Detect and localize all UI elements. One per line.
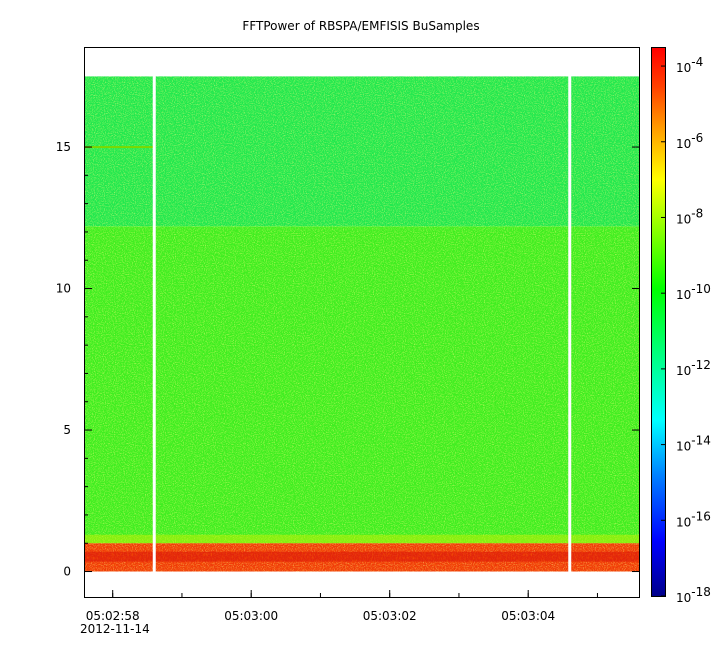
empty-region-bottom <box>85 571 639 597</box>
spectrogram-image <box>85 48 639 597</box>
low-band-texture <box>85 543 639 572</box>
x-tick-label: 05:02:58 <box>86 609 140 623</box>
plot-frame <box>84 47 640 598</box>
colorbar-tick-label: 10-4 <box>676 55 703 75</box>
chart-title: FFTPower of RBSPA/EMFISIS BuSamples <box>242 19 479 33</box>
x-axis: 05:02:58 05:03:00 05:03:02 05:03:04 <box>86 590 598 623</box>
colorbar-frame <box>651 47 666 597</box>
colorbar: 10-18 10-16 10-14 10-12 10-10 10-8 10-6 10-4 <box>651 47 711 605</box>
colorbar-tick-label: 10-16 <box>676 509 711 529</box>
data-gap-0 <box>152 49 156 572</box>
transition-band <box>85 534 639 544</box>
colorbar-tick-label: 10-10 <box>676 282 711 302</box>
colorbar-tick-label: 10-8 <box>676 206 703 226</box>
colorbar-tick-label: 10-12 <box>676 358 711 378</box>
colorbar-tick-label: 10-18 <box>676 585 711 605</box>
y-tick-label: 0 <box>63 565 71 579</box>
x-tick-label: 05:03:02 <box>363 609 417 623</box>
noise-texture <box>85 76 639 572</box>
y-tick-label: 15 <box>56 140 71 154</box>
empty-region-top <box>85 48 639 77</box>
x-tick-label: 05:03:00 <box>224 609 278 623</box>
colorbar-tick-label: 10-6 <box>676 131 703 151</box>
x-tick-label: 05:03:04 <box>501 609 555 623</box>
y-tick-label: 5 <box>63 423 71 437</box>
data-gap-1 <box>568 49 572 572</box>
colorbar-tick-label: 10-14 <box>676 434 711 454</box>
colorbar-gradient <box>652 48 665 596</box>
y-tick-label: 10 <box>56 282 71 296</box>
y-axis: 0 5 10 15 <box>56 140 639 579</box>
date-label: 2012-11-14 <box>80 622 150 636</box>
line-feature <box>85 146 155 149</box>
